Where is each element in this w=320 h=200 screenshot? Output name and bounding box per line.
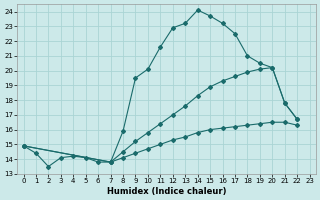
X-axis label: Humidex (Indice chaleur): Humidex (Indice chaleur) <box>107 187 226 196</box>
